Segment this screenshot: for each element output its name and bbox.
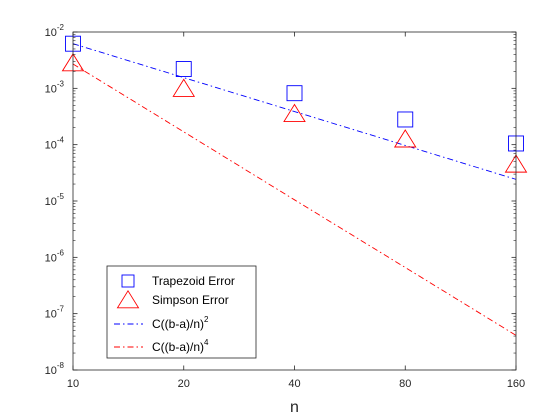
y-tick-base: 10 (45, 309, 57, 321)
y-tick-exponent: -3 (57, 79, 65, 88)
y-tick-base: 10 (45, 252, 57, 264)
series-line-3 (72, 63, 517, 336)
trapezoid-point (397, 111, 414, 128)
x-tick-label: 40 (288, 378, 300, 390)
y-tick-label: 10-2 (45, 23, 65, 39)
y-tick-base: 10 (45, 140, 57, 152)
y-tick-label: 10-3 (45, 79, 65, 95)
trapezoid-point (175, 61, 192, 77)
x-tick-label: 160 (507, 378, 525, 390)
y-tick-exponent: -4 (57, 136, 65, 145)
y-tick-base: 10 (45, 196, 57, 208)
x-tick-label: 80 (399, 378, 411, 390)
legend-label-exponent: 4 (204, 338, 209, 347)
y-tick-base: 10 (45, 83, 57, 95)
y-tick-label: 10-7 (45, 305, 65, 321)
y-tick-exponent: -2 (57, 23, 65, 32)
y-tick-label: 10-5 (45, 192, 65, 208)
legend-label-text: Trapezoid Error (152, 274, 235, 288)
x-axis-label: n (290, 399, 299, 416)
simpson-point (393, 129, 417, 148)
legend-swatch-triangle (116, 289, 140, 309)
legend-label-text: C((b-a)/n) (152, 340, 204, 354)
legend-label-text: Simpson Error (152, 293, 229, 307)
y-tick-exponent: -5 (57, 192, 65, 201)
y-tick-exponent: -7 (57, 305, 65, 314)
x-tick-label: 10 (67, 378, 79, 390)
legend-label-exponent: 2 (204, 315, 209, 324)
y-tick-exponent: -8 (57, 361, 65, 370)
legend-label: Trapezoid Error (152, 274, 235, 288)
legend-label: Simpson Error (152, 293, 229, 307)
simpson-point (172, 78, 196, 97)
legend-label: C((b-a)/n)4 (152, 338, 209, 354)
y-tick-base: 10 (45, 27, 57, 39)
legend-box (106, 265, 257, 359)
series-line-2 (72, 43, 517, 180)
series-lines (72, 43, 517, 336)
y-tick-label: 10-6 (45, 248, 65, 264)
simpson-point (283, 103, 306, 122)
legend-label-text: C((b-a)/n) (152, 317, 204, 331)
legend-label: C((b-a)/n)2 (152, 315, 209, 331)
y-tick-label: 10-4 (45, 136, 65, 152)
x-tick-label: 20 (178, 378, 190, 390)
y-tick-base: 10 (45, 365, 57, 377)
y-tick-label: 10-8 (45, 361, 65, 377)
legend-swatch-square (121, 274, 135, 288)
trapezoid-point (286, 85, 303, 102)
y-tick-exponent: -6 (57, 248, 65, 257)
